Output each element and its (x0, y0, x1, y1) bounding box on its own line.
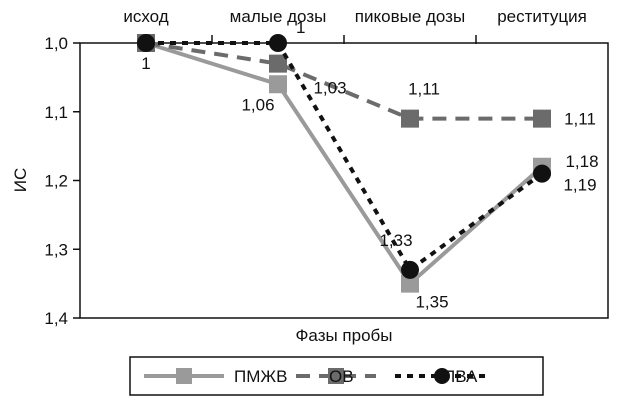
legend-marker (328, 368, 344, 384)
legend-item: ПМЖВ (144, 367, 287, 386)
y-axis-title: ИС (11, 168, 30, 193)
data-label: 1,11 (564, 110, 596, 129)
data-point (533, 164, 551, 183)
data-point (269, 75, 287, 94)
data-point (137, 34, 155, 52)
category-label: пиковые дозы (355, 7, 465, 26)
data-label: 1,03 (313, 79, 346, 98)
legend-label: ОВ (329, 367, 354, 386)
series-line (146, 41, 544, 273)
legend-item: ПВА (395, 367, 489, 386)
legend-item: ОВ (296, 367, 376, 386)
data-label: 1,06 (241, 95, 274, 114)
data-label: 1,11 (408, 80, 440, 99)
data-label: 1,33 (379, 231, 412, 250)
y-axis-ticks: 1,0 1,1 1,2 1,3 1,4 (44, 34, 80, 328)
data-point (401, 274, 419, 293)
series-3 (137, 34, 551, 279)
series-layer (137, 34, 551, 293)
legend-label: ПВА (443, 367, 478, 386)
data-point (401, 260, 419, 279)
y-tick-label: 1,1 (44, 103, 68, 122)
data-labels: 1 1,06 1,35 1,18 1,03 1,11 1,11 1 1,33 1,19 (141, 18, 598, 312)
data-point (533, 109, 551, 128)
data-label: 1,18 (565, 152, 598, 171)
x-axis-title: Фазы пробы (296, 326, 393, 345)
data-point (401, 109, 419, 128)
category-label: реституция (497, 7, 587, 26)
data-label: 1 (141, 54, 150, 73)
category-label: малые дозы (230, 7, 327, 26)
category-labels: исход малые дозы пиковые дозы реституция (123, 7, 586, 26)
category-label: исход (123, 7, 168, 26)
data-point (269, 34, 287, 52)
data-point (269, 54, 287, 73)
series-line (145, 41, 544, 287)
legend: ПМЖВ ОВ ПВА (129, 356, 544, 396)
legend-marker (434, 368, 450, 384)
y-tick-label: 1,3 (44, 240, 68, 259)
y-tick-label: 1,2 (44, 172, 68, 191)
y-tick-label: 1,0 (44, 34, 68, 53)
legend-label: ПМЖВ (234, 367, 287, 386)
legend-marker (176, 368, 192, 384)
data-label: 1,35 (415, 293, 448, 312)
series-1 (137, 34, 551, 293)
data-label: 1 (296, 18, 305, 37)
y-tick-label: 1,4 (44, 309, 68, 328)
data-label: 1,19 (563, 176, 596, 195)
